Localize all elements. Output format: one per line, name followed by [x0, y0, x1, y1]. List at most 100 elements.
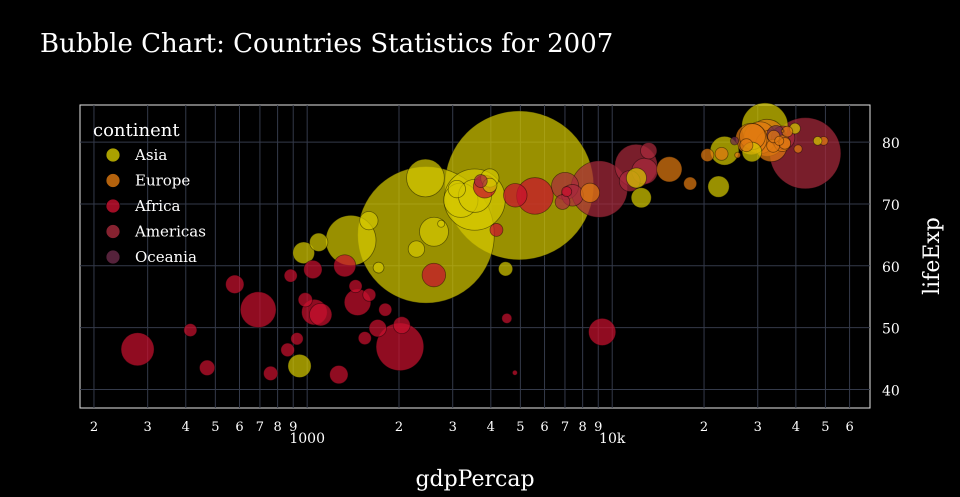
bubble-asia[interactable]	[812, 136, 823, 146]
y-tick-label: 40	[882, 383, 900, 399]
bubble-asia[interactable]	[447, 180, 466, 199]
bubble-africa[interactable]	[280, 342, 295, 358]
bubble-africa[interactable]	[362, 287, 377, 302]
bubble-asia[interactable]	[630, 187, 652, 209]
bubble-africa[interactable]	[297, 292, 313, 308]
legend-marker-asia	[105, 147, 121, 163]
y-tick-label: 50	[882, 322, 900, 338]
x-minor-tick-label: 6	[845, 420, 853, 435]
bubble-europe[interactable]	[700, 148, 715, 162]
bubble-africa[interactable]	[489, 223, 504, 237]
bubble-africa[interactable]	[303, 259, 323, 280]
legend-label-europe: Europe	[135, 172, 190, 190]
x-minor-tick-label: 9	[594, 420, 602, 435]
bubble-europe[interactable]	[774, 135, 785, 146]
bubble-africa[interactable]	[392, 316, 411, 334]
legend: continent Asia Europe Africa Americas Oceani…	[93, 120, 206, 266]
x-minor-tick-label: 8	[273, 420, 281, 435]
bubble-africa[interactable]	[378, 302, 393, 317]
bubble-africa[interactable]	[199, 359, 216, 376]
y-axis-title: lifeExp	[920, 217, 945, 295]
x-minor-tick-label: 5	[516, 420, 524, 435]
bubble-americas[interactable]	[640, 142, 658, 160]
bubble-europe[interactable]	[739, 138, 754, 153]
bubble-europe[interactable]	[793, 144, 803, 154]
plot-frame	[79, 104, 871, 409]
bubble-africa[interactable]	[588, 317, 617, 346]
bubble-asia[interactable]	[309, 232, 329, 252]
bubble-asia[interactable]	[287, 353, 312, 378]
bubble-africa[interactable]	[183, 323, 198, 337]
bubble-americas[interactable]	[554, 194, 571, 210]
bubble-africa[interactable]	[501, 312, 513, 324]
bubble-africa[interactable]	[561, 186, 573, 197]
bubble-asia[interactable]	[707, 175, 730, 198]
bubble-americas[interactable]	[473, 174, 488, 188]
bubble-africa[interactable]	[421, 262, 447, 288]
x-minor-tick-label: 3	[449, 420, 457, 435]
bubble-asia[interactable]	[498, 261, 514, 277]
bubble-asia[interactable]	[372, 261, 385, 274]
x-minor-tick-label: 5	[821, 420, 829, 435]
bubble-asia[interactable]	[406, 158, 445, 198]
x-minor-tick-label: 7	[256, 420, 264, 435]
legend-label-americas: Americas	[134, 223, 206, 241]
legend-marker-africa	[105, 198, 121, 214]
bubble-europe[interactable]	[714, 146, 729, 161]
x-minor-tick-label: 2	[700, 420, 708, 435]
bubble-africa[interactable]	[120, 332, 155, 367]
x-minor-tick-label: 6	[235, 420, 243, 435]
x-major-tick-label: 1000	[289, 431, 325, 447]
legend-label-africa: Africa	[134, 197, 180, 215]
legend-marker-oceania	[105, 249, 121, 265]
bubble-africa[interactable]	[329, 365, 349, 385]
x-minor-tick-label: 9	[289, 420, 297, 435]
x-minor-tick-label: 4	[487, 420, 495, 435]
chart-title: Bubble Chart: Countries Statistics for 2…	[40, 29, 613, 59]
legend-marker-americas	[105, 224, 121, 239]
bubble-asia[interactable]	[292, 241, 315, 265]
bubble-oceania[interactable]	[730, 136, 740, 146]
bubble-africa[interactable]	[348, 279, 363, 294]
y-tick-label: 70	[882, 198, 900, 214]
bubble-africa[interactable]	[309, 302, 333, 327]
bubble-africa[interactable]	[357, 331, 372, 346]
bubble-africa[interactable]	[283, 268, 298, 283]
legend-label-asia: Asia	[134, 146, 167, 164]
bubble-africa[interactable]	[239, 291, 277, 328]
bubble-africa[interactable]	[225, 274, 245, 294]
bubble-europe[interactable]	[780, 129, 785, 133]
bubble-africa[interactable]	[263, 365, 279, 381]
bubble-europe[interactable]	[734, 151, 741, 159]
bubble-africa[interactable]	[511, 369, 518, 376]
x-minor-tick-label: 8	[579, 420, 587, 435]
bubble-europe[interactable]	[683, 176, 698, 191]
bubble-asia[interactable]	[407, 240, 426, 258]
x-minor-tick-label: 2	[395, 420, 403, 435]
x-minor-tick-label: 3	[754, 420, 762, 435]
bubble-asia[interactable]	[359, 211, 379, 231]
bubble-asia[interactable]	[625, 167, 647, 189]
x-minor-tick-label: 5	[211, 420, 219, 435]
x-minor-tick-label: 3	[144, 420, 152, 435]
legend-title: continent	[93, 120, 180, 141]
x-minor-tick-label: 2	[90, 420, 98, 435]
x-minor-tick-label: 6	[540, 420, 548, 435]
bubble-layer	[120, 102, 842, 385]
x-minor-tick-label: 7	[561, 420, 569, 435]
bubble-africa[interactable]	[503, 183, 528, 208]
bubble-europe[interactable]	[580, 182, 601, 203]
x-minor-tick-label: 4	[792, 420, 800, 435]
x-minor-tick-label: 4	[182, 420, 190, 435]
bubble-africa[interactable]	[368, 319, 387, 338]
legend-marker-europe	[105, 173, 121, 188]
bubble-africa[interactable]	[333, 254, 357, 278]
bubble-africa[interactable]	[290, 332, 304, 346]
bubble-asia[interactable]	[437, 219, 446, 228]
bubble-europe[interactable]	[656, 156, 683, 183]
y-tick-label: 60	[882, 260, 900, 276]
x-axis-title: gdpPercap	[415, 467, 534, 492]
legend-label-oceania: Oceania	[135, 248, 197, 266]
